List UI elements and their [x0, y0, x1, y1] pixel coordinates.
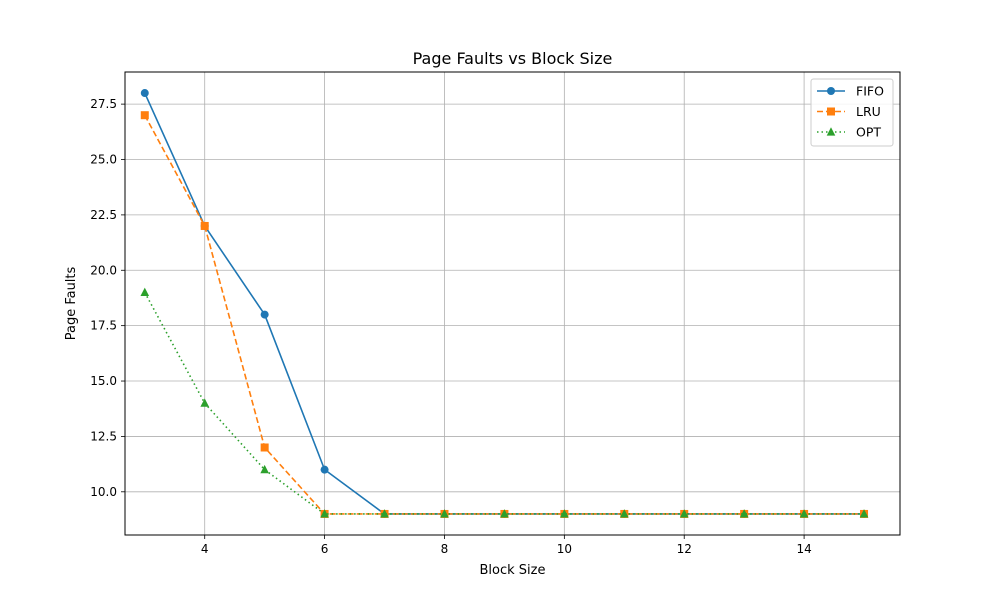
- x-tick-label: 8: [441, 542, 449, 556]
- legend-marker-fifo: [827, 87, 835, 95]
- data-point-lru: [200, 221, 209, 230]
- y-tick-label: 10.0: [90, 485, 117, 499]
- data-point-fifo: [140, 89, 149, 98]
- legend-item-opt: OPT: [817, 125, 881, 140]
- y-tick-label: 22.5: [90, 208, 117, 222]
- y-tick-label: 20.0: [90, 263, 117, 277]
- legend-label-lru: LRU: [856, 104, 881, 119]
- y-tick-label: 27.5: [90, 97, 117, 111]
- data-point-opt: [500, 509, 509, 518]
- legend-item-fifo: FIFO: [817, 84, 884, 99]
- data-point-lru: [260, 443, 269, 452]
- series-group: [140, 89, 869, 518]
- data-point-opt: [320, 509, 329, 518]
- legend-marker-opt: [826, 127, 836, 136]
- axis-ticks: 4 6 8 10 12 14 10.0 12.5 15.0 17.5 20.0 22.5 25.0 27.…: [90, 97, 811, 556]
- data-point-fifo: [260, 310, 269, 319]
- y-axis-label: Page Faults: [64, 266, 79, 340]
- x-tick-label: 6: [321, 542, 329, 556]
- legend-label-fifo: FIFO: [856, 84, 884, 99]
- data-point-opt: [799, 509, 809, 518]
- legend-label-opt: OPT: [856, 125, 881, 140]
- y-tick-label: 15.0: [90, 374, 117, 388]
- y-tick-label: 25.0: [90, 153, 117, 167]
- grid: [125, 72, 900, 535]
- chart-title: Page Faults vs Block Size: [413, 49, 613, 68]
- data-point-opt: [440, 509, 449, 518]
- series-opt: [140, 287, 869, 518]
- legend: FIFO LRU OPT: [810, 78, 894, 147]
- data-point-opt: [200, 398, 210, 407]
- x-axis-label: Block Size: [480, 563, 546, 578]
- x-tick-label: 4: [201, 542, 209, 556]
- x-tick-label: 14: [796, 542, 811, 556]
- y-tick-label: 17.5: [90, 319, 117, 333]
- data-point-opt: [859, 509, 869, 518]
- data-point-fifo: [320, 465, 329, 474]
- data-point-opt: [739, 509, 749, 518]
- x-tick-label: 12: [677, 542, 692, 556]
- legend-marker-lru: [827, 107, 835, 116]
- legend-item-lru: LRU: [817, 104, 881, 119]
- data-point-lru: [140, 111, 149, 120]
- plot-frame: [124, 71, 901, 536]
- data-point-opt: [560, 509, 569, 518]
- data-point-opt: [140, 287, 150, 297]
- x-tick-label: 10: [557, 542, 572, 556]
- data-point-opt: [679, 509, 689, 518]
- data-point-opt: [380, 509, 389, 518]
- y-tick-label: 12.5: [90, 429, 117, 443]
- data-point-opt: [619, 509, 629, 518]
- data-point-opt: [260, 464, 269, 474]
